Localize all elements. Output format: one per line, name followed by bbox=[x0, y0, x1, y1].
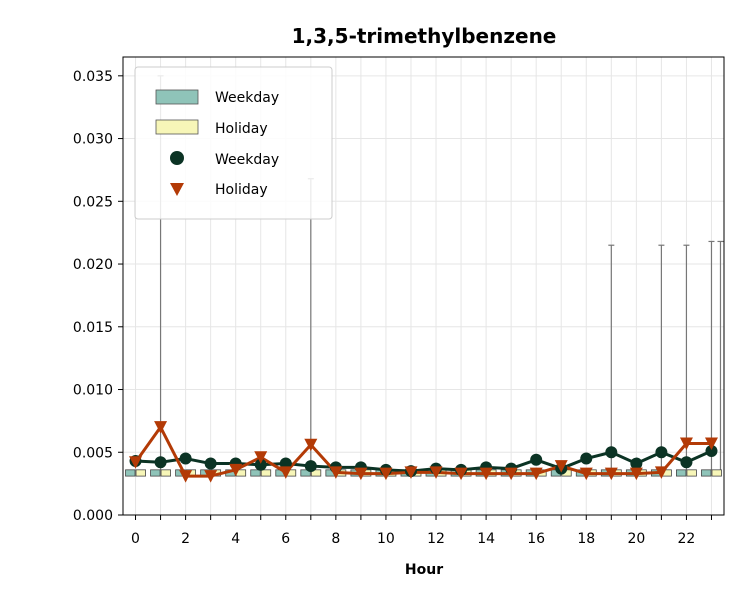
y-axis: 0.000 0.005 0.010 0.015 0.020 0.025 0.030 0.035 bbox=[73, 69, 123, 524]
series-line-weekday bbox=[135, 449, 713, 473]
point-holiday bbox=[529, 467, 543, 481]
legend-label-holiday-line: Holiday bbox=[215, 182, 268, 198]
x-tick-label: 2 bbox=[181, 531, 190, 547]
point-holiday bbox=[254, 451, 268, 464]
legend: Weekday Holiday Weekday Holiday bbox=[134, 66, 333, 220]
y-tick-label: 0.010 bbox=[73, 383, 113, 399]
legend-label-weekday-box: Weekday bbox=[215, 90, 279, 106]
legend-marker-holiday bbox=[170, 183, 184, 196]
point-weekday bbox=[655, 446, 668, 459]
point-holiday bbox=[304, 438, 318, 452]
point-holiday bbox=[129, 456, 143, 469]
plot-frame bbox=[122, 56, 725, 516]
point-holiday bbox=[479, 467, 493, 481]
legend-marker-weekday bbox=[170, 151, 184, 165]
point-weekday bbox=[680, 456, 693, 469]
x-axis: 0 2 4 6 8 10 12 14 16 18 20 22 bbox=[131, 515, 712, 547]
point-holiday bbox=[504, 467, 518, 481]
point-holiday bbox=[354, 467, 368, 481]
box-holiday bbox=[686, 469, 697, 477]
point-weekday bbox=[179, 452, 192, 465]
box-weekday bbox=[701, 469, 712, 477]
box-weekday bbox=[250, 469, 261, 477]
chart-title: 1,3,5-trimethylbenzene bbox=[292, 24, 557, 48]
y-tick-label: 0.020 bbox=[73, 257, 113, 273]
point-weekday bbox=[530, 453, 543, 466]
x-tick-label: 16 bbox=[527, 531, 545, 547]
x-tick-label: 22 bbox=[678, 531, 696, 547]
point-weekday bbox=[705, 445, 718, 458]
point-holiday bbox=[604, 467, 618, 481]
point-weekday bbox=[304, 460, 317, 473]
point-weekday bbox=[154, 456, 167, 469]
y-tick-label: 0.030 bbox=[73, 132, 113, 148]
point-holiday bbox=[629, 467, 643, 481]
legend-label-weekday-line: Weekday bbox=[215, 152, 279, 168]
legend-frame bbox=[134, 66, 333, 220]
x-tick-label: 10 bbox=[377, 531, 395, 547]
y-tick-label: 0.005 bbox=[73, 445, 113, 461]
box-weekday bbox=[676, 469, 687, 477]
point-holiday bbox=[579, 467, 593, 481]
box-holiday bbox=[310, 469, 322, 477]
y-tick-label: 0.015 bbox=[73, 320, 113, 336]
point-holiday bbox=[329, 466, 343, 479]
x-tick-label: 4 bbox=[231, 531, 240, 547]
point-holiday bbox=[679, 437, 693, 450]
x-tick-label: 8 bbox=[331, 531, 340, 547]
series-line-holiday bbox=[134, 425, 712, 478]
point-holiday bbox=[454, 467, 468, 481]
point-weekday bbox=[630, 457, 643, 470]
box-holiday bbox=[135, 469, 146, 477]
x-axis-label: Hour bbox=[405, 562, 443, 578]
point-holiday bbox=[654, 466, 668, 479]
legend-label-holiday-box: Holiday bbox=[215, 121, 268, 137]
point-weekday bbox=[605, 446, 618, 459]
point-weekday bbox=[254, 458, 267, 471]
box-holiday bbox=[160, 469, 171, 477]
legend-swatch-weekday-box bbox=[155, 89, 199, 105]
point-holiday bbox=[404, 466, 418, 479]
point-weekday bbox=[204, 457, 217, 470]
y-tick-label: 0.000 bbox=[73, 508, 113, 524]
point-holiday bbox=[379, 467, 393, 481]
point-holiday bbox=[204, 470, 218, 483]
point-holiday bbox=[279, 466, 293, 479]
box-holiday bbox=[260, 469, 272, 477]
series-markers bbox=[129, 421, 718, 483]
x-tick-label: 0 bbox=[131, 531, 140, 547]
box-weekday bbox=[300, 469, 311, 477]
box-weekday bbox=[150, 469, 161, 477]
point-holiday bbox=[179, 470, 193, 483]
box-holiday bbox=[711, 469, 722, 477]
point-holiday bbox=[704, 437, 718, 450]
series-lines bbox=[134, 425, 713, 478]
x-tick-label: 18 bbox=[577, 531, 595, 547]
x-tick-label: 6 bbox=[281, 531, 290, 547]
x-tick-label: 20 bbox=[627, 531, 645, 547]
point-weekday bbox=[580, 452, 593, 465]
x-tick-label: 14 bbox=[477, 531, 495, 547]
x-tick-label: 12 bbox=[427, 531, 445, 547]
box-weekday bbox=[125, 469, 136, 477]
point-holiday bbox=[554, 460, 568, 473]
point-holiday bbox=[154, 421, 168, 434]
point-holiday bbox=[229, 463, 243, 477]
y-tick-label: 0.025 bbox=[73, 194, 113, 210]
point-holiday bbox=[429, 466, 443, 479]
legend-swatch-holiday-box bbox=[155, 119, 199, 135]
y-tick-label: 0.035 bbox=[73, 69, 113, 85]
